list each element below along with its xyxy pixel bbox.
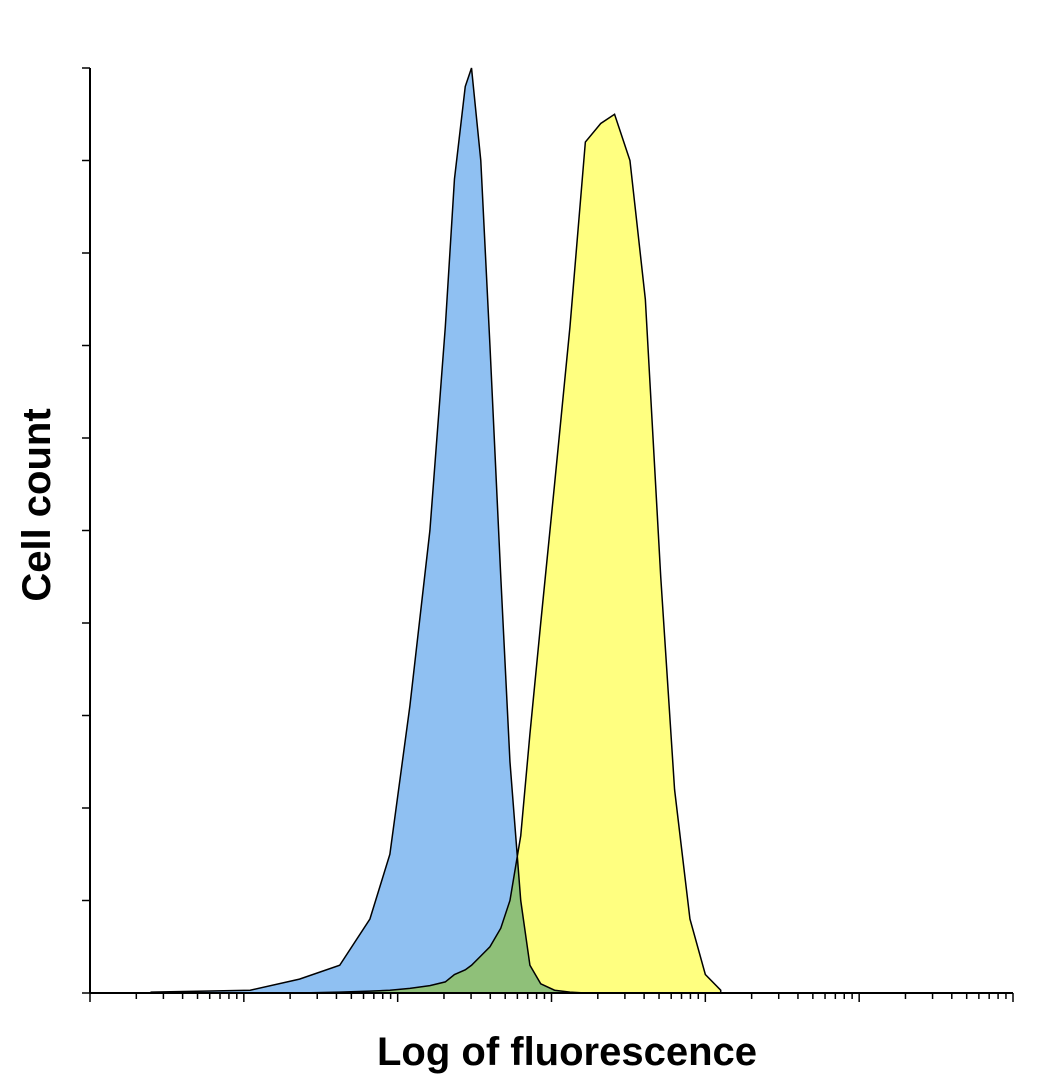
histogram-area [151,113,722,994]
x-axis-label: Log of fluorescence [377,1030,757,1074]
y-axis-label: Cell count [15,408,59,601]
